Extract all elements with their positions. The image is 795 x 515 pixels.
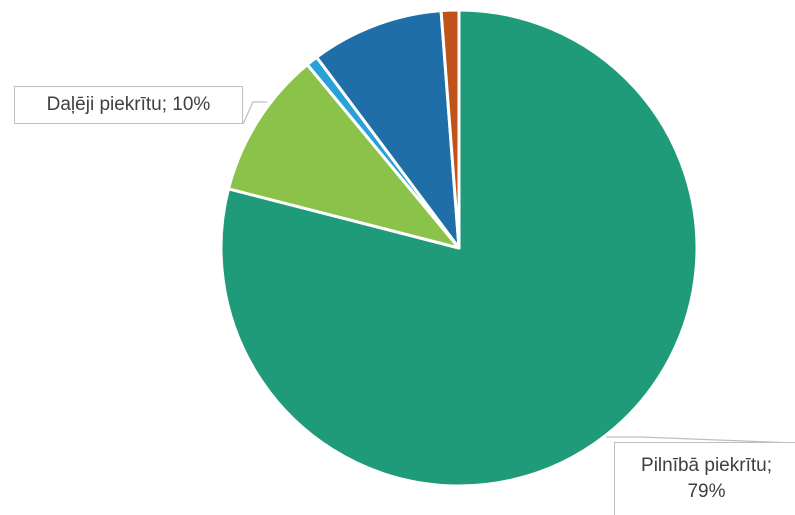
data-label-line: Pilnībā piekrītu; xyxy=(641,455,772,476)
data-label-pilniba-text: Pilnībā piekrītu; 79% xyxy=(615,453,795,505)
leader-line-daleji xyxy=(242,101,267,125)
pie-slices xyxy=(219,8,699,488)
pie-slice-4 xyxy=(439,8,461,250)
pie-slice-1 xyxy=(226,63,461,250)
pie-slice-3 xyxy=(315,9,461,250)
leader-line-pilniba xyxy=(606,436,795,444)
data-label-pilniba-piekritu: Pilnībā piekrītu; 79% xyxy=(614,442,795,515)
data-label-daleji-piekritu: Daļēji piekrītu; 10% xyxy=(14,86,243,124)
data-label-line: 79% xyxy=(687,481,726,502)
